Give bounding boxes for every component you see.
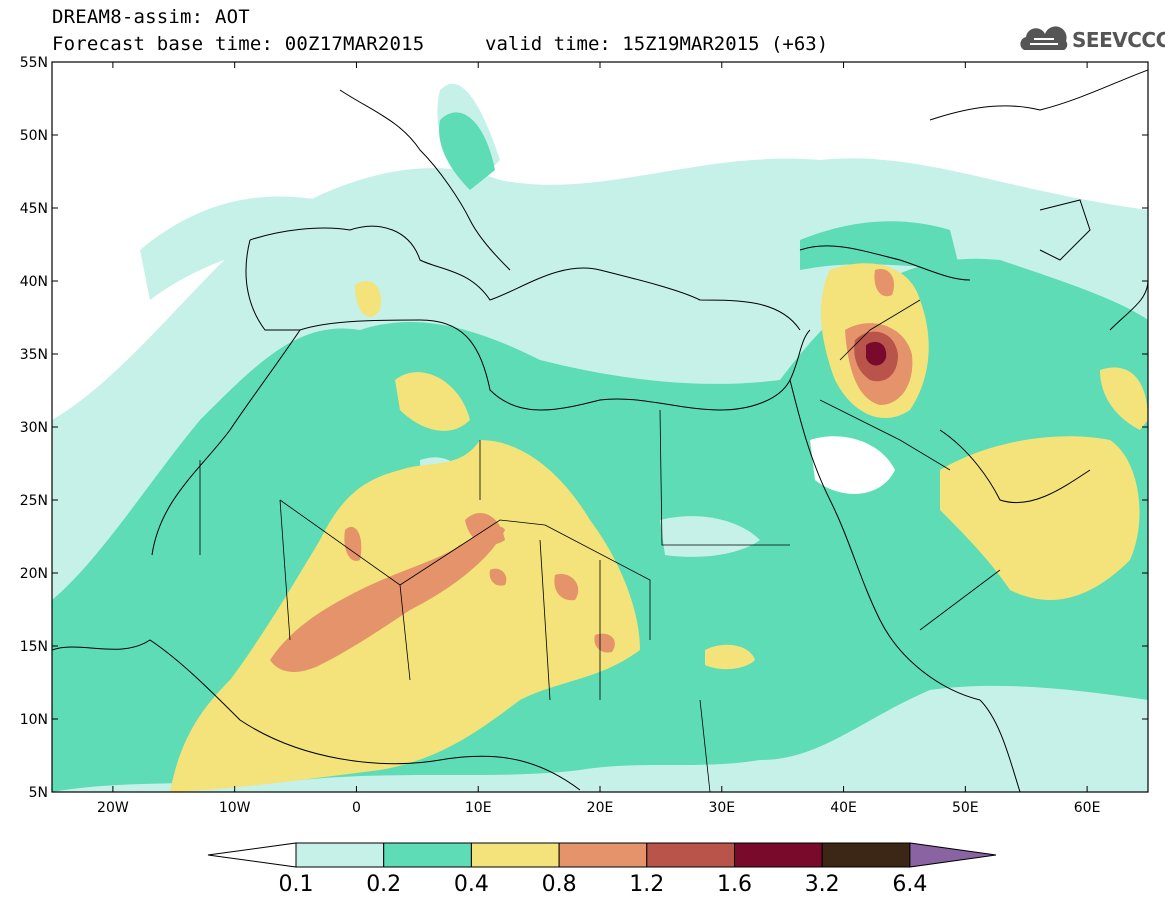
colorbar: 0.1 0.2 0.4 0.8 1.2 1.6 3.2 6.4 — [207, 842, 997, 897]
lat-label: 25N — [20, 493, 48, 509]
forecast-base-time: Forecast base time: 00Z17MAR2015 — [52, 33, 425, 55]
longitude-axis: 20W 10W 0 10E 20E 30E 40E 50E 60E — [97, 62, 1100, 816]
aot-band-0.4 — [170, 440, 640, 792]
colorbar-swatch — [383, 842, 472, 868]
lon-label: 40E — [830, 800, 857, 816]
lon-label: 10E — [465, 800, 492, 816]
lat-label: 10N — [20, 712, 48, 728]
map-title: DREAM8-assim: AOT — [52, 6, 250, 28]
colorbar-label: 1.2 — [629, 872, 664, 897]
lat-label: 5N — [29, 785, 48, 801]
colorbar-swatch — [909, 842, 997, 868]
colorbar-label: 3.2 — [805, 872, 840, 897]
country-borders — [199, 299, 1001, 792]
colorbar-label: 0.1 — [279, 872, 314, 897]
colorbar-swatch — [207, 842, 297, 868]
colorbar-swatch — [734, 842, 823, 868]
lat-label: 30N — [20, 420, 48, 436]
lon-label: 20E — [587, 800, 614, 816]
valid-time: valid time: 15Z19MAR2015 (+63) — [485, 33, 829, 55]
lon-label: 0 — [352, 800, 361, 816]
lon-label: 20W — [97, 800, 129, 816]
colorbar-swatch — [821, 842, 911, 868]
colorbar-label: 0.4 — [454, 872, 489, 897]
lat-label: 50N — [20, 128, 48, 144]
lat-label: 40N — [20, 274, 48, 290]
aot-band-0.8 — [270, 526, 505, 672]
colorbar-swatch — [295, 842, 385, 868]
colorbar-swatch — [470, 842, 560, 868]
lon-label: 30E — [708, 800, 735, 816]
aot-band-1.6 — [866, 341, 887, 366]
colorbar-label: 0.8 — [542, 872, 577, 897]
lat-label: 15N — [20, 639, 48, 655]
lon-label: 10W — [219, 800, 251, 816]
colorbar-label: 6.4 — [892, 872, 927, 897]
latitude-axis: 55N 50N 45N 40N 35N 30N 25N 20N 15N 10N 5N — [20, 55, 1148, 801]
colorbar-swatch — [558, 842, 648, 868]
colorbar-label: 0.2 — [366, 872, 401, 897]
coastlines — [52, 69, 1148, 792]
lon-label: 60E — [1074, 800, 1101, 816]
lat-label: 55N — [20, 55, 48, 71]
lat-label: 45N — [20, 201, 48, 217]
aot-field — [52, 83, 1148, 792]
colorbar-label: 1.6 — [717, 872, 752, 897]
lon-label: 50E — [952, 800, 979, 816]
lat-label: 35N — [20, 347, 48, 363]
colorbar-swatch — [646, 842, 735, 868]
logo-text: SEEVCCC — [1072, 28, 1165, 52]
lat-label: 20N — [20, 566, 48, 582]
cloud-logo-icon — [1020, 26, 1068, 50]
